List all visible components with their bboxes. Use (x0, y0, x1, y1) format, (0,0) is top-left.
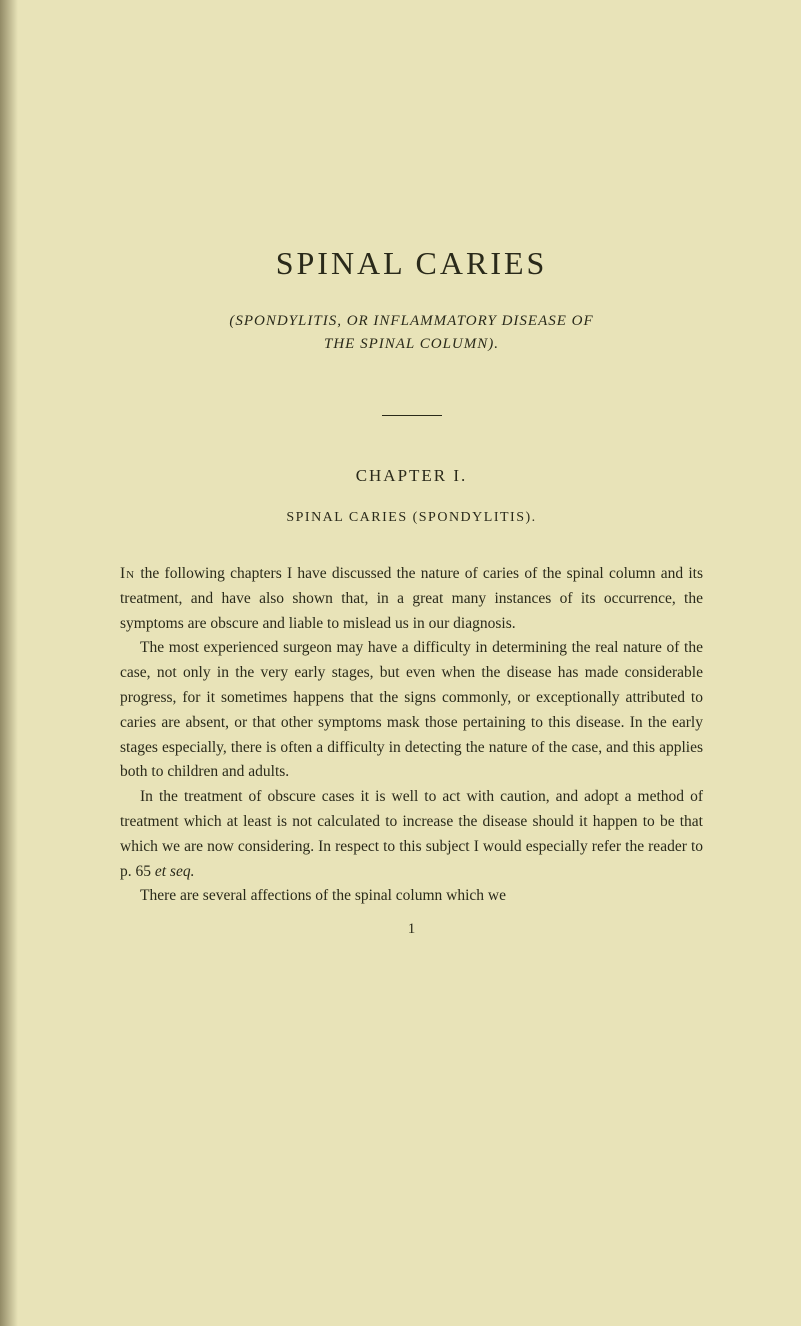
paragraph-1: In the following chapters I have discuss… (120, 562, 703, 636)
et-seq: et seq. (155, 863, 195, 880)
subtitle: (SPONDYLITIS, OR INFLAMMATORY DISEASE OF… (120, 310, 703, 355)
horizontal-rule (382, 415, 442, 416)
page-binding-shadow (0, 0, 18, 1326)
subtitle-line-1: (SPONDYLITIS, OR INFLAMMATORY DISEASE OF (229, 313, 593, 329)
chapter-heading: CHAPTER I. (120, 466, 703, 486)
first-word: In (120, 565, 135, 582)
paragraph-4: There are several affections of the spin… (120, 884, 703, 909)
page-content: SPINAL CARIES (SPONDYLITIS, OR INFLAMMAT… (0, 0, 801, 981)
paragraph-3-main: In the treatment of obscure cases it is … (120, 788, 703, 879)
subtitle-line-2: THE SPINAL COLUMN). (324, 336, 499, 352)
section-heading: SPINAL CARIES (SPONDYLITIS). (120, 510, 703, 526)
paragraph-1-rest: the following chapters I have discussed … (120, 565, 703, 632)
body-text: In the following chapters I have discuss… (120, 562, 703, 941)
page-number: 1 (120, 917, 703, 941)
paragraph-3: In the treatment of obscure cases it is … (120, 785, 703, 884)
main-title: SPINAL CARIES (120, 245, 703, 282)
paragraph-2: The most experienced surgeon may have a … (120, 636, 703, 785)
